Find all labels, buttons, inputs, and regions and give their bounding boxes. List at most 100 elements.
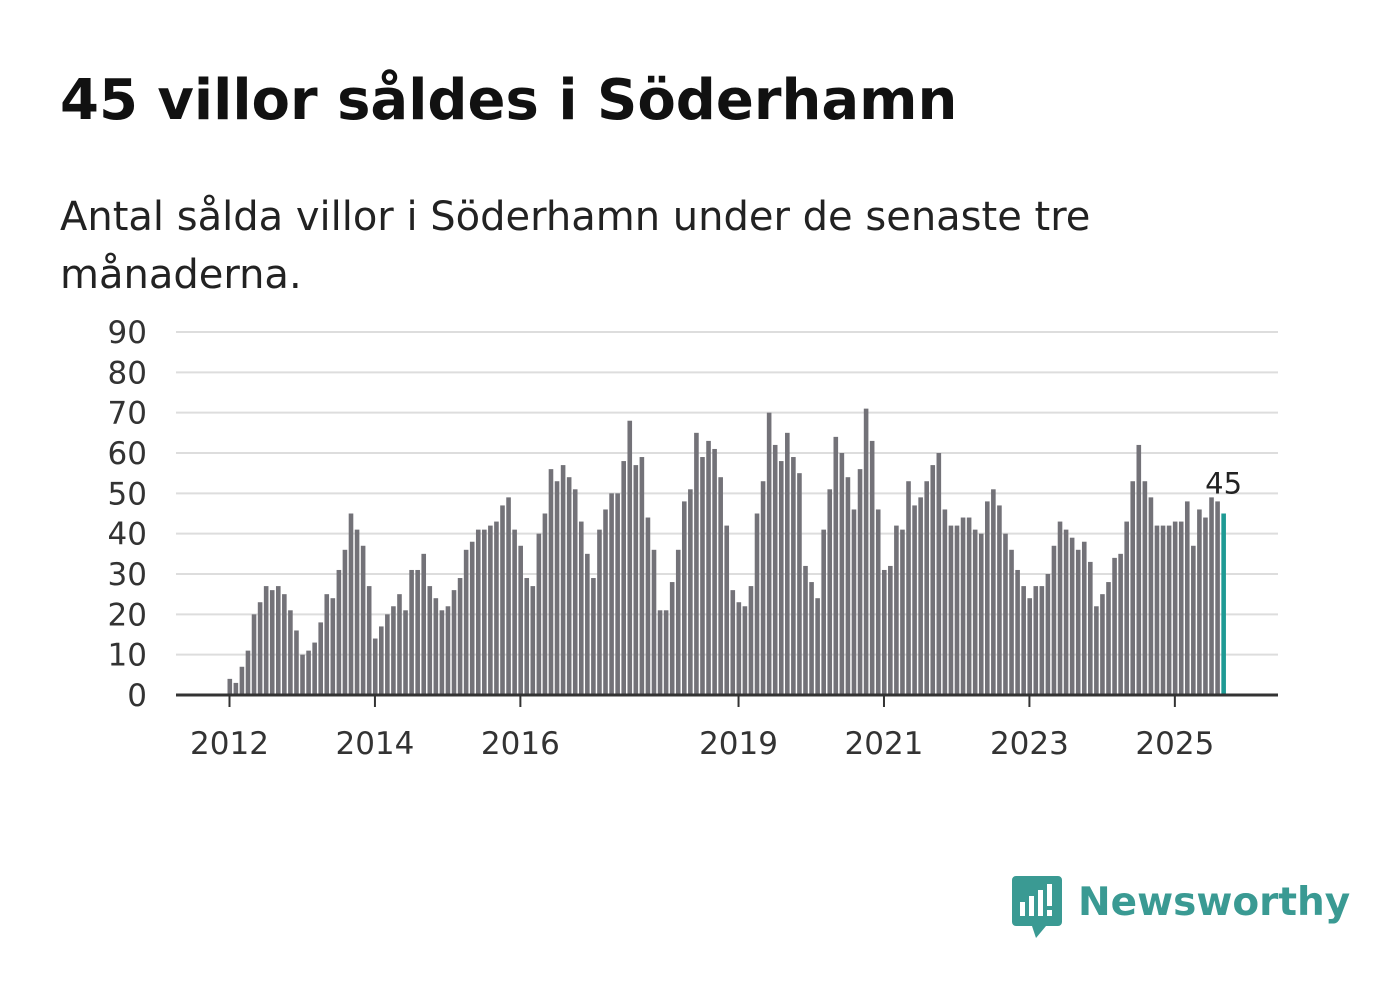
bar bbox=[324, 594, 330, 695]
bar bbox=[591, 578, 596, 695]
bar bbox=[754, 513, 760, 695]
bar bbox=[312, 642, 317, 695]
bar bbox=[318, 622, 323, 695]
bar bbox=[791, 457, 796, 695]
bar bbox=[663, 610, 669, 695]
x-tick-label: 2019 bbox=[699, 726, 778, 762]
bar bbox=[1191, 545, 1196, 695]
bar bbox=[524, 578, 530, 695]
highlight-value-label: 45 bbox=[1205, 467, 1242, 501]
bar bbox=[360, 545, 366, 695]
bar bbox=[1088, 561, 1093, 695]
bar bbox=[439, 610, 445, 695]
bar bbox=[548, 469, 554, 695]
bar bbox=[851, 509, 857, 695]
bar bbox=[821, 529, 826, 695]
bar bbox=[645, 517, 651, 695]
bar bbox=[475, 529, 481, 695]
x-tick-label: 2021 bbox=[845, 726, 924, 762]
x-axis-ticks: 2012 2014 2016 2019 2021 2023 2025 bbox=[190, 695, 1214, 762]
bar bbox=[1081, 541, 1087, 695]
bar bbox=[1094, 606, 1099, 695]
bar bbox=[1015, 569, 1020, 695]
bar bbox=[651, 549, 657, 695]
y-tick-label: 70 bbox=[108, 396, 147, 432]
bar bbox=[494, 521, 499, 695]
y-tick-label: 90 bbox=[108, 315, 147, 351]
bar bbox=[991, 489, 996, 695]
bars bbox=[227, 408, 1226, 695]
y-tick-label: 0 bbox=[127, 678, 147, 714]
bar bbox=[1178, 521, 1184, 695]
x-tick-label: 2016 bbox=[481, 726, 560, 762]
bar bbox=[1063, 529, 1069, 695]
bar bbox=[966, 517, 972, 695]
bar bbox=[536, 533, 542, 695]
y-tick-label: 30 bbox=[108, 557, 147, 593]
bar bbox=[669, 582, 675, 695]
bar bbox=[609, 493, 614, 695]
bar bbox=[863, 408, 869, 695]
x-tick-label: 2025 bbox=[1135, 726, 1214, 762]
bar bbox=[954, 525, 960, 695]
bar bbox=[1057, 521, 1063, 695]
bar bbox=[894, 525, 899, 695]
bar bbox=[930, 465, 936, 695]
bar bbox=[482, 529, 487, 695]
x-tick-label: 2023 bbox=[990, 726, 1069, 762]
bar bbox=[1045, 574, 1051, 695]
bar bbox=[748, 586, 754, 695]
bar bbox=[742, 606, 748, 695]
bar bbox=[948, 525, 954, 695]
bar bbox=[257, 602, 263, 695]
y-tick-label: 60 bbox=[108, 436, 147, 472]
bar bbox=[700, 457, 705, 695]
bar bbox=[924, 481, 929, 695]
bar-highlight bbox=[1221, 513, 1226, 695]
bar bbox=[433, 598, 439, 695]
bar bbox=[1142, 481, 1148, 695]
data-labels: 45 bbox=[1205, 467, 1242, 501]
bar bbox=[912, 505, 917, 695]
bar bbox=[736, 602, 742, 695]
bar bbox=[1166, 525, 1172, 695]
y-axis-ticks: 0 10 20 30 40 50 60 70 80 90 bbox=[108, 315, 147, 714]
bar bbox=[942, 509, 948, 695]
bar bbox=[730, 590, 736, 695]
bar bbox=[1003, 533, 1008, 695]
bar bbox=[1124, 521, 1129, 695]
bar bbox=[839, 453, 845, 695]
bar bbox=[379, 626, 384, 695]
bar bbox=[445, 606, 451, 695]
bar bbox=[506, 497, 511, 695]
bar bbox=[906, 481, 911, 695]
bar bbox=[306, 650, 311, 695]
bar bbox=[542, 513, 548, 695]
bar bbox=[342, 549, 348, 695]
bar bbox=[1118, 553, 1123, 695]
bar bbox=[1106, 582, 1111, 695]
bar bbox=[518, 545, 523, 695]
bar bbox=[275, 586, 281, 695]
bar bbox=[936, 453, 942, 695]
bar bbox=[421, 553, 427, 695]
bar bbox=[397, 594, 402, 695]
x-tick-label: 2012 bbox=[190, 726, 269, 762]
bar bbox=[900, 529, 905, 695]
bar bbox=[1069, 537, 1075, 695]
bar bbox=[833, 436, 839, 695]
bar bbox=[888, 565, 893, 695]
bar bbox=[706, 440, 711, 695]
bar bbox=[451, 590, 457, 695]
bar bbox=[403, 610, 408, 695]
bar bbox=[463, 549, 469, 695]
bar bbox=[675, 549, 681, 695]
bar bbox=[857, 469, 863, 695]
bar bbox=[1148, 497, 1154, 695]
bar bbox=[227, 678, 233, 695]
chart-subtitle: Antal sålda villor i Söderhamn under de … bbox=[60, 194, 1091, 298]
x-tick-label: 2014 bbox=[335, 726, 414, 762]
bar bbox=[282, 594, 287, 695]
bar bbox=[530, 586, 536, 695]
